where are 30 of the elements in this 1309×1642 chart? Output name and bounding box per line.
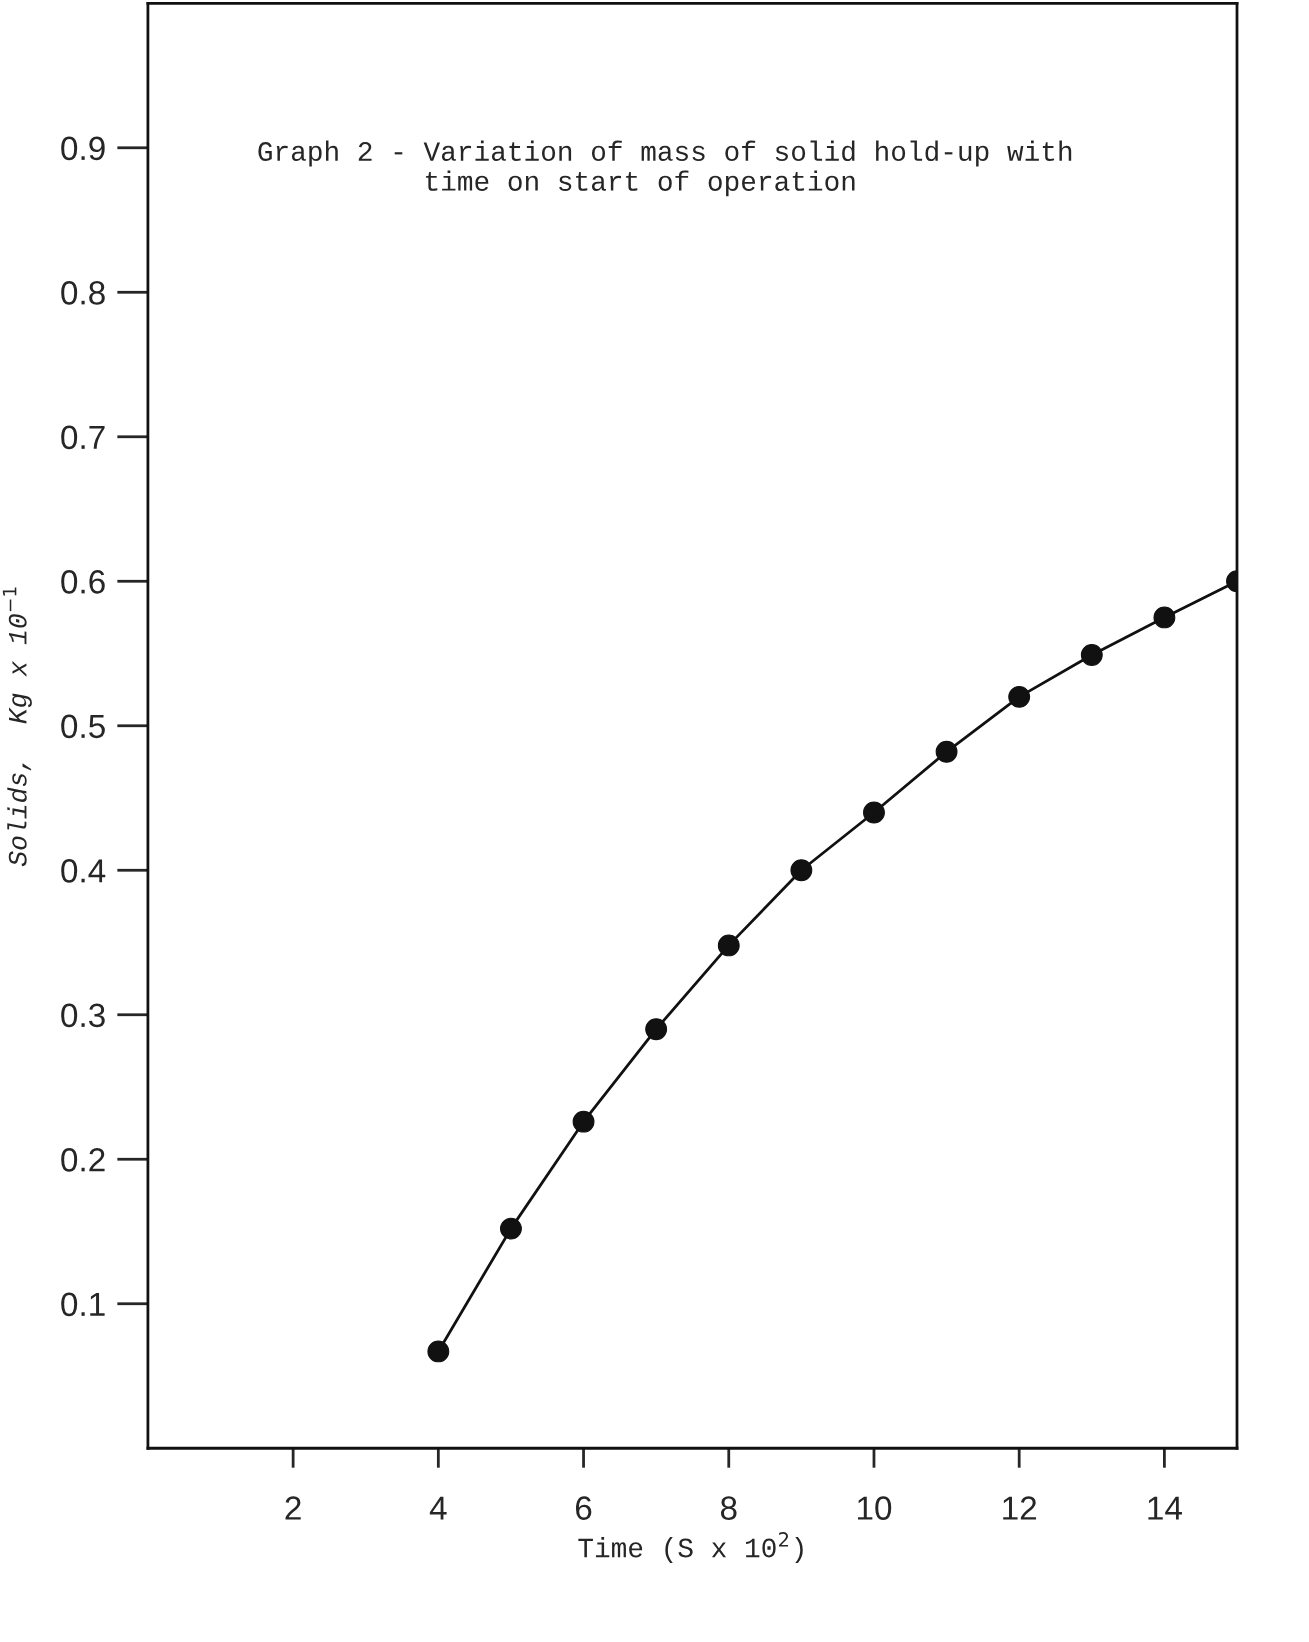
- point: [1008, 685, 1031, 708]
- y-tick-label: 0.5: [61, 714, 105, 739]
- point: [935, 740, 958, 763]
- x-tick-label: 8: [720, 1496, 737, 1520]
- point: [1153, 606, 1176, 629]
- point: [427, 1340, 450, 1363]
- point: [717, 934, 740, 957]
- point: [572, 1110, 595, 1133]
- y-tick-label: 0.6: [61, 570, 105, 594]
- point: [790, 859, 813, 882]
- point: [500, 1217, 522, 1240]
- y-tick-label: 0.1: [61, 1292, 105, 1317]
- x-tick-label: 14: [1148, 1496, 1182, 1520]
- x-axis-title: Time (S x 10$^{2}$): [578, 1532, 803, 1563]
- x-tick-label: 10: [857, 1496, 892, 1520]
- y-tick-label: 0.8: [61, 281, 105, 305]
- point: [1080, 644, 1103, 666]
- x-tick-label: 12: [1003, 1496, 1037, 1520]
- y-axis-title: Solids, Kg x 10$^{−1}$: [2, 587, 32, 867]
- point: [645, 1018, 668, 1041]
- y-tick-label: 0.4: [61, 859, 106, 883]
- y-tick-label: 0.9: [61, 136, 105, 161]
- y-tick-label: 0.3: [61, 1003, 105, 1028]
- x-tick-label: 6: [575, 1496, 592, 1520]
- text: Graph 2 - Variation of mass of solid hold-up with time on start of operation: [258, 140, 1072, 197]
- x-tick-label: 4: [429, 1496, 447, 1520]
- y-tick-label: 0.7: [61, 425, 105, 450]
- y-tick-label: 0.2: [61, 1148, 105, 1172]
- point: [863, 801, 885, 824]
- x-tick-label: 2: [285, 1496, 301, 1520]
